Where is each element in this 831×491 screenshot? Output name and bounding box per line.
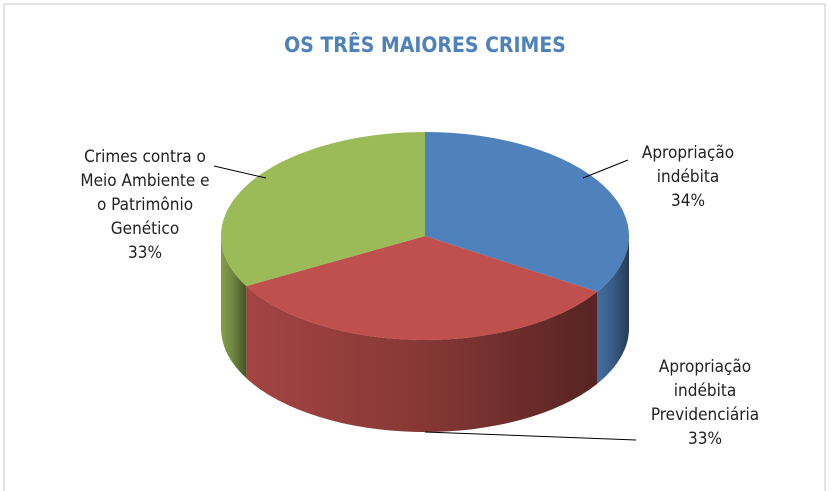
label-line: indébita bbox=[674, 381, 736, 401]
label-line: Previdenciária bbox=[651, 405, 759, 425]
slice bbox=[220, 132, 425, 287]
label-line: o Patrimônio bbox=[97, 195, 193, 215]
slice-side-shade bbox=[221, 236, 247, 379]
leader-line bbox=[424, 431, 637, 441]
slice-side-shade bbox=[597, 236, 629, 384]
chart-title: OS TRÊS MAIORES CRIMES bbox=[284, 32, 566, 57]
slice-side-shade bbox=[246, 286, 598, 432]
label-line: indébita bbox=[657, 167, 719, 187]
slice bbox=[425, 132, 629, 292]
leader-line bbox=[582, 159, 629, 179]
label-line: Meio Ambiente e bbox=[80, 171, 209, 191]
value-label: 33% bbox=[688, 429, 722, 449]
label-line: Crimes contra o bbox=[84, 147, 206, 167]
category-label: Apropriação indébita bbox=[642, 143, 734, 187]
leader-line bbox=[213, 165, 267, 179]
category-label: Apropriação indébita Previdenciária bbox=[651, 357, 759, 425]
slice bbox=[246, 236, 598, 340]
value-label: 34% bbox=[671, 191, 705, 211]
value-label: 33% bbox=[128, 243, 162, 263]
category-label: Crimes contra o Meio Ambiente e o Patrimôn… bbox=[80, 147, 209, 239]
label-line: Genético bbox=[111, 219, 179, 239]
label-line: Apropriação bbox=[659, 357, 751, 377]
label-line: Apropriação bbox=[642, 143, 734, 163]
